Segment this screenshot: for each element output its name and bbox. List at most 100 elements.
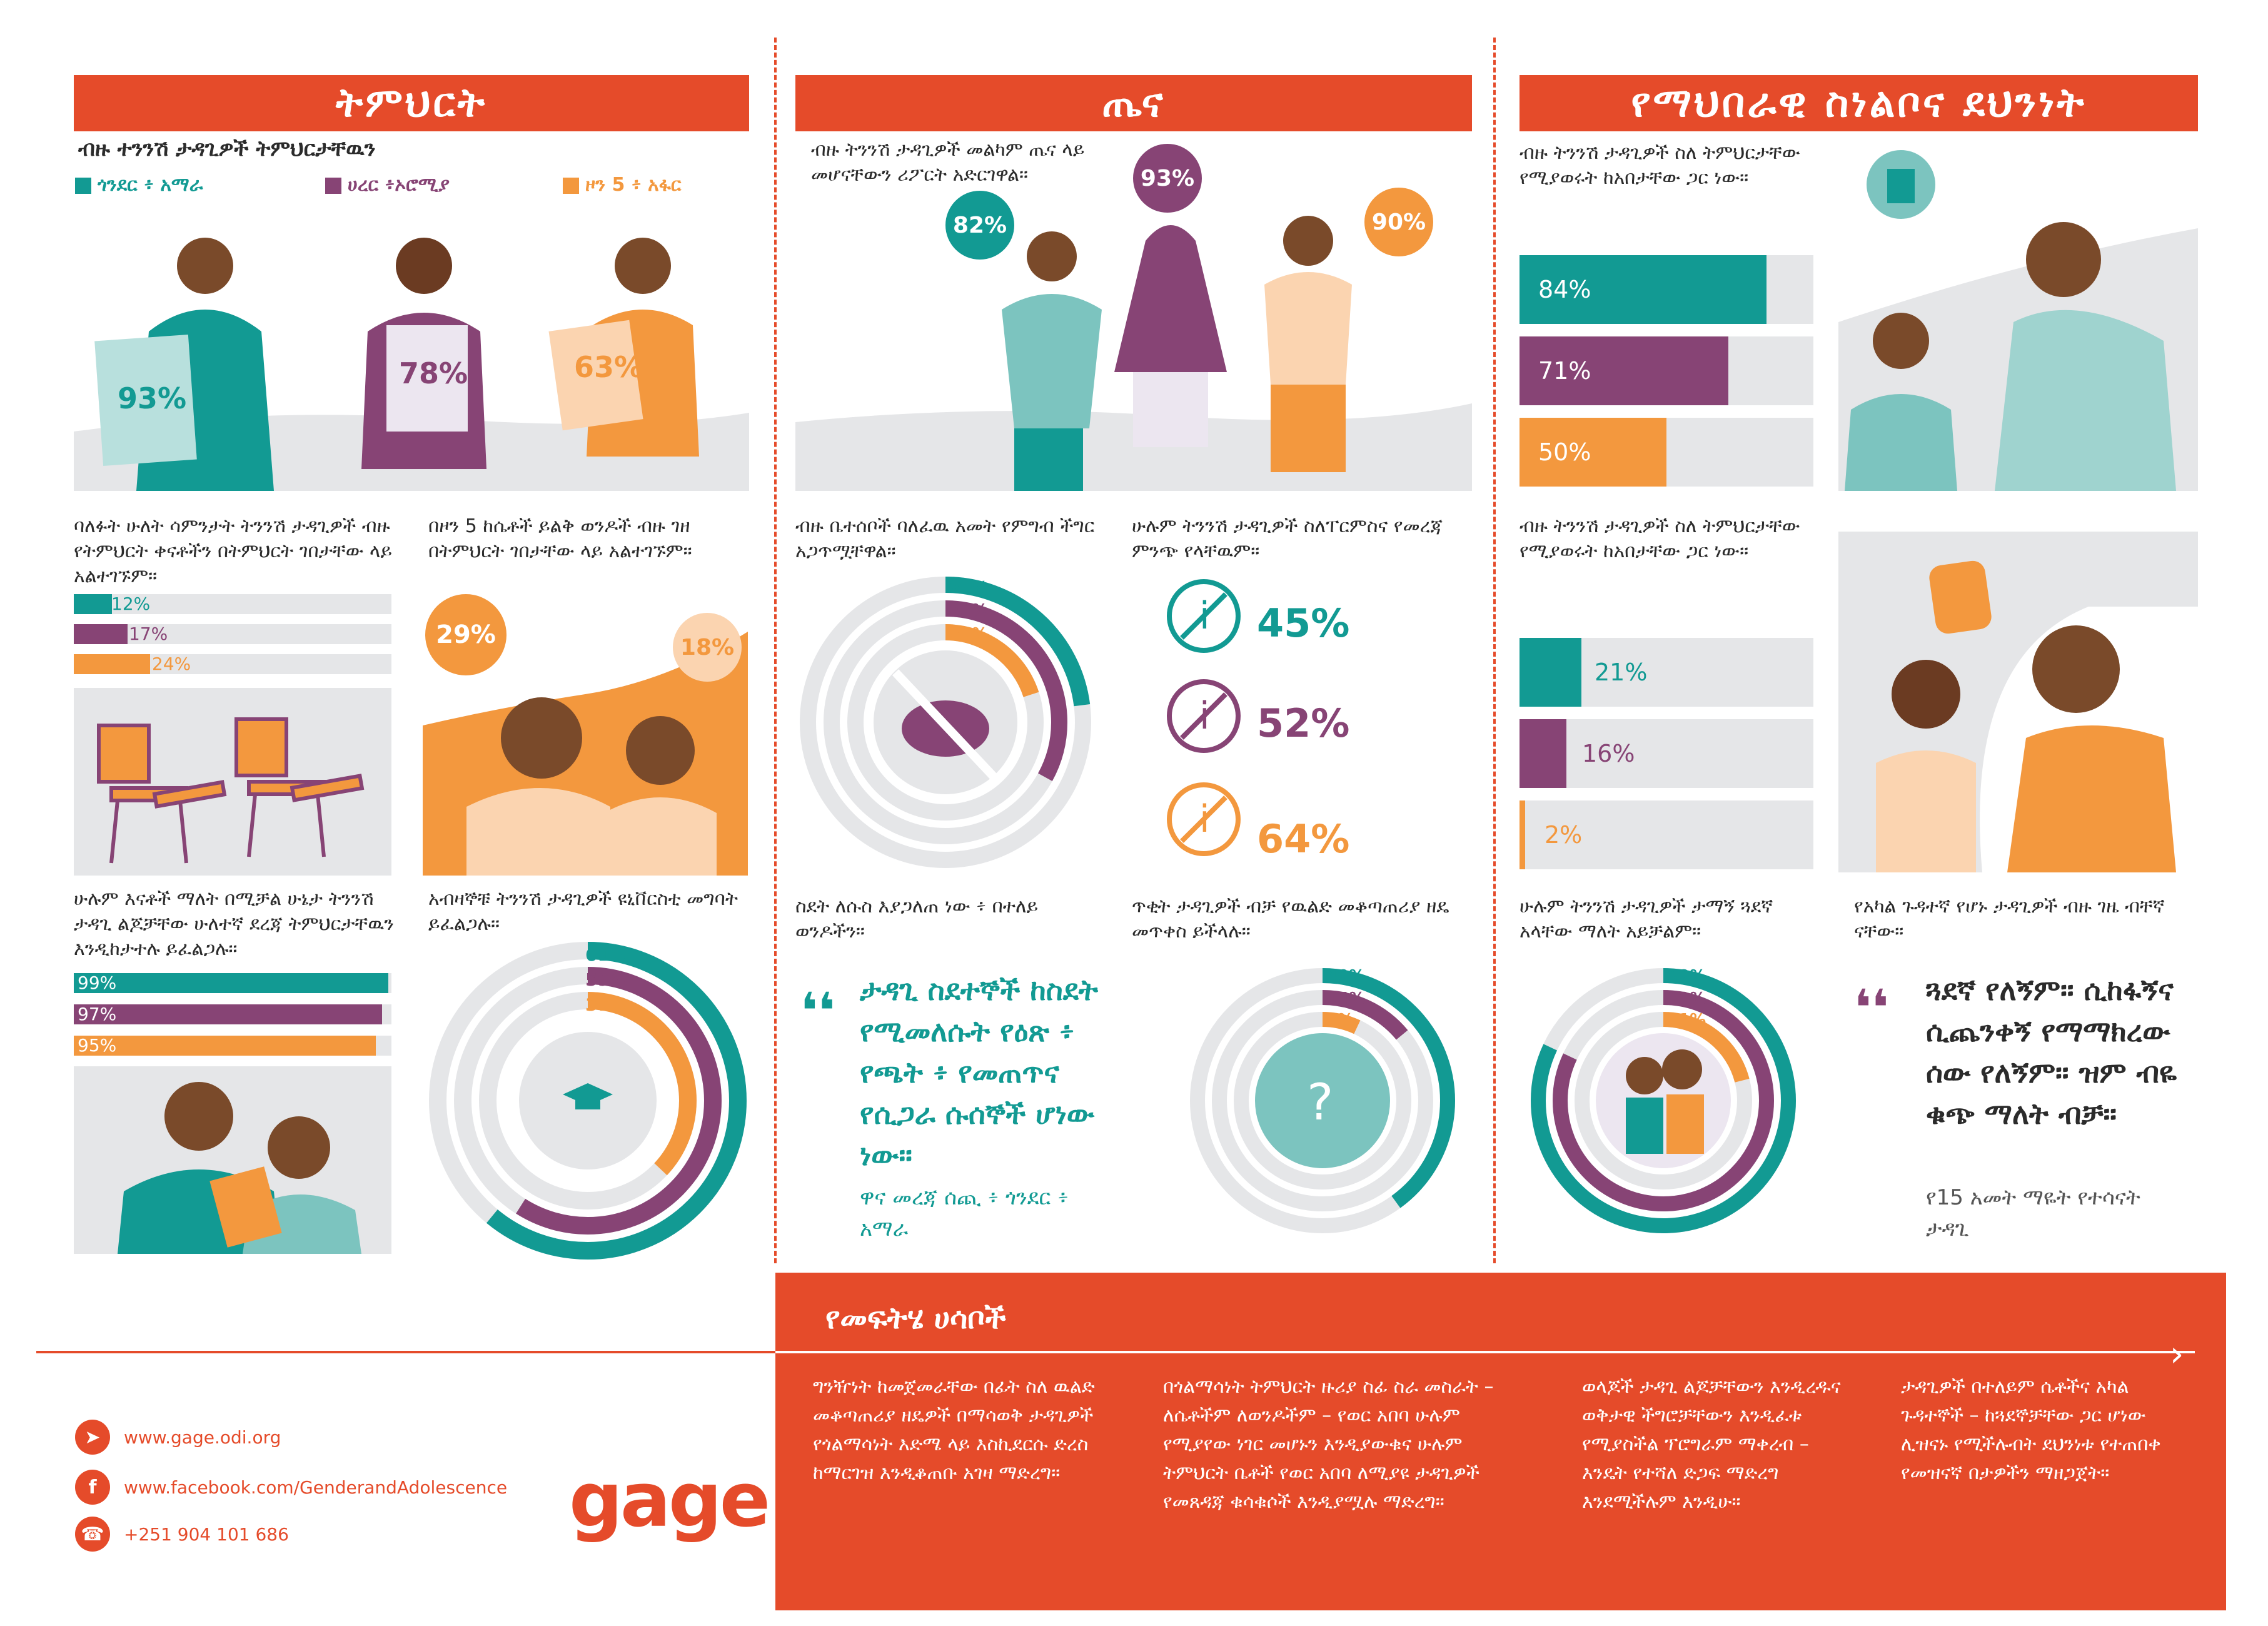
ring-arc [1575, 1012, 1752, 1189]
legend-harar: ሀረር ፥ኦሮሚያ [325, 174, 450, 196]
contraception-rings: ? 40% 14% 7% [1185, 963, 1460, 1238]
absent-bar-harar: 17% [74, 624, 391, 644]
talk-label-harar: 71% [1538, 357, 1591, 385]
friend-label-3: 21% [1667, 1011, 1706, 1029]
harar-percent: 78% [399, 356, 468, 390]
food-label-3: 20% [949, 625, 989, 644]
ring-arc [824, 600, 1067, 844]
talk-label-gondar: 84% [1538, 276, 1591, 303]
solution-3: ወላጆች ታዳጊ ልጆቻቸውን እንዲረዱና ወቅታዊ ችግሮቻቸውን እንዲፈ… [1582, 1376, 1841, 1513]
disabled-text: የአካል ጉዳተኛ የሆኑ ታዳጊዎች ብዙ ገዜ ብቸኛ ናቸው። [1854, 896, 2165, 942]
mother-daughter-illustration [1838, 532, 2198, 872]
talk-text: ብዙ ትንንሽ ታዳጊዎች ስለ ትምህርታቸው የሚያወሩት ከአበታቸው ጋ… [1520, 142, 1800, 189]
parent-bar-zone5: 95% [74, 1036, 391, 1056]
solution-4: ታዳጊዎች በተለይም ሴቶችና አካል ጉዳተኞች – ከጓደኞቻቸው ጋር … [1901, 1376, 2161, 1484]
ring-arc [1234, 1012, 1411, 1189]
legend-label: ሀረር ፥ኦሮሚያ [348, 174, 450, 196]
friend-label-1: 82% [1667, 967, 1706, 986]
ring-arc [454, 967, 722, 1235]
phone-icon: ☎ [75, 1517, 110, 1552]
health-people-illustration [795, 216, 1472, 491]
mother-daughter-icon [1876, 560, 2198, 872]
social-title: የማህበራዊ ስነልቦና ደህንነት [1631, 80, 2087, 126]
website-link[interactable]: www.gage.odi.org [124, 1427, 281, 1448]
no-info-icon: i [1167, 579, 1241, 653]
social-quote: ጓደኛ የለኝም። ሲከፋኝና ሲጨንቀኝ የማማክረው ሰው የለኝም። ዝም… [1926, 973, 2177, 1131]
talk-bar-harar: 71% [1520, 336, 1813, 405]
contraception-label-3: 7% [1326, 1011, 1354, 1029]
talk-bar-gondar: 84% [1520, 255, 1813, 324]
parent-fill-zone5: 95% [74, 1036, 376, 1056]
university-label-2: 59% [585, 969, 628, 990]
no-info-icon: i [1167, 679, 1241, 753]
absent-bar-gondar: 12% [74, 594, 391, 614]
risk-text: ስደት ለሱስ እያጋለጠ ነው ፥ በተለይ ወንዶችን። [795, 896, 1039, 942]
contact-facebook[interactable]: f www.facebook.com/GenderandAdolescence [75, 1470, 507, 1505]
zone5-illustration: 29% 18% [423, 582, 748, 876]
ring-arc [479, 992, 697, 1209]
contact-phone[interactable]: ☎ +251 904 101 686 [75, 1517, 289, 1552]
contraception-label-2: 14% [1326, 989, 1366, 1008]
students-illustration [74, 206, 749, 491]
talk-bar-zone5: 50% [1520, 418, 1813, 487]
absent-fill-gondar [74, 594, 112, 614]
legend-swatch [75, 177, 91, 194]
health-banner: ጤና [795, 75, 1472, 131]
parent-bar-gondar: 99% [74, 973, 391, 993]
mother-child-illustration [74, 1066, 391, 1254]
food-rings: 23% 33% 20% [795, 572, 1096, 872]
education-subtitle: ብዙ ተንንሽ ታዳጊዎች ትምህርታቸዉን [78, 136, 376, 161]
ring-arc [1190, 968, 1455, 1233]
mother-child-icon [118, 1082, 361, 1254]
solutions-axis [775, 1351, 2195, 1353]
contraception-label-1: 40% [1326, 967, 1366, 986]
absent-label-gondar: 12% [111, 593, 151, 614]
legend-label: ጎንደር ፥ አማራ [98, 174, 203, 196]
contact-website[interactable]: ➤ www.gage.odi.org [75, 1420, 281, 1455]
absent-fill-zone5 [74, 654, 150, 674]
facebook-link[interactable]: www.facebook.com/GenderandAdolescence [124, 1477, 508, 1498]
health-subtitle: ብዙ ትንንሽ ታዳጊዎች መልካም ጤና ላይ መሆናቸውን ሪፖርት አድር… [811, 139, 1085, 186]
phone-number[interactable]: +251 904 101 686 [124, 1523, 289, 1545]
column-divider-left [774, 38, 777, 1263]
no-info-row-1: i 45% [1163, 575, 1463, 663]
food-label-1: 23% [949, 578, 989, 597]
social-banner: የማህበራዊ ስነልቦና ደህንነት [1520, 75, 2198, 131]
talk2-bar-harar: 16% [1520, 719, 1813, 788]
zone5-bubble-1: 29% [425, 594, 507, 675]
talk-label-zone5: 50% [1538, 438, 1591, 466]
friends-text: ሁሉም ትንንሽ ታዳጊዎች ታማኝ ጓደኛ አላቸው ማለት አይቻልም። [1520, 896, 1773, 942]
legend-zone5: ዞን 5 ፥ አፋር [563, 174, 681, 196]
children-illustration [423, 632, 748, 876]
friend-ring-chart [1531, 968, 1796, 1233]
university-label-1: 61% [585, 944, 628, 965]
health-quote-source: ዋና መረጃ ሰጪ ፥ ጎንደር ፥ አማራ [860, 1185, 1069, 1241]
absent-label-harar: 17% [129, 624, 168, 644]
talk2-label-zone5: 2% [1545, 821, 1583, 849]
university-rings: 61% 59% 37% [425, 938, 750, 1263]
talk2-bar-gondar: 21% [1520, 638, 1813, 707]
education-banner: ትምህርት [74, 75, 749, 131]
talk2-fill-zone5 [1520, 800, 1526, 869]
food-label-2: 33% [949, 601, 989, 620]
no-info-row-2: i 52% [1163, 675, 1463, 763]
no-info-value-3: 64% [1257, 816, 1350, 862]
absent-fill-harar [74, 624, 128, 644]
no-info-value-1: 45% [1257, 600, 1350, 646]
talk-fill-gondar [1520, 255, 1767, 324]
parents-text: ሁሉም እናቶች ማለት በሚቻል ሁኔታ ትንንሽ ታዳጊ ልጆቻቸው ሁለተ… [74, 888, 394, 960]
health-illustration: ብዙ ትንንሽ ታዳጊዎች መልካም ጤና ላይ መሆናቸውን ሪፖርት አድር… [795, 134, 1472, 491]
svg-text:i: i [1199, 694, 1210, 738]
health-bubble-2: 93% [1133, 144, 1202, 213]
talk-fill-harar [1520, 336, 1728, 405]
legend-swatch [325, 177, 341, 194]
university-label-3: 37% [585, 994, 628, 1015]
talk2-label-gondar: 21% [1595, 659, 1648, 686]
quote-mark-social: ❛❛ [1854, 979, 1889, 1037]
talk-fill-zone5 [1520, 418, 1666, 487]
talk2-bar-zone5: 2% [1520, 800, 1813, 869]
food-ring-chart [800, 577, 1091, 868]
no-info-icon: i [1167, 782, 1241, 856]
absent-label-zone5: 24% [152, 654, 191, 674]
ring-arc [1212, 990, 1433, 1211]
